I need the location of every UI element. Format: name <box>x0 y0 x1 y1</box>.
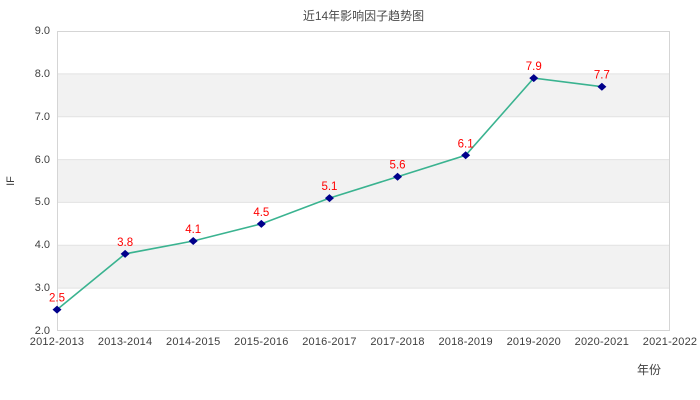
data-point-marker <box>120 249 130 258</box>
x-tick-label: 2021-2022 <box>642 336 698 348</box>
plot-band <box>57 73 670 117</box>
x-axis-title: 年份 <box>637 363 662 377</box>
y-tick-label: 5.0 <box>34 196 50 209</box>
y-tick-label: 2.0 <box>34 325 50 337</box>
data-point-label: 7.9 <box>526 61 542 73</box>
data-point-marker <box>324 194 334 203</box>
chart-title: 近14年影响因子趋势图 <box>302 9 425 23</box>
data-point-label: 6.1 <box>458 138 474 150</box>
data-point-label: 5.6 <box>390 160 406 172</box>
x-tick-label: 2016-2017 <box>302 336 357 348</box>
plot-area: 2.5 3.8 4.1 4.5 5.1 5.6 6.1 7.9 7.7 <box>49 31 670 331</box>
plot-border <box>57 31 670 331</box>
data-point-label: 7.7 <box>594 70 610 82</box>
plot-band <box>57 159 670 203</box>
data-point-marker <box>393 172 403 181</box>
data-point-label: 5.1 <box>321 181 337 193</box>
y-axis-ticks: 2.0 3.0 4.0 5.0 6.0 7.0 8.0 9.0 <box>0 0 52 400</box>
plot-svg: 2.5 3.8 4.1 4.5 5.1 5.6 6.1 7.9 7.7 <box>49 31 670 331</box>
data-point-marker <box>188 237 198 245</box>
x-tick-label: 2020-2021 <box>574 336 630 348</box>
data-point-marker <box>461 151 471 160</box>
x-tick-label: 2013-2014 <box>97 336 153 348</box>
x-tick-label: 2015-2016 <box>234 336 289 348</box>
data-point-marker <box>529 74 539 83</box>
data-point-label: 3.8 <box>117 237 133 249</box>
x-tick-label: 2014-2015 <box>166 336 221 348</box>
x-tick-label: 2017-2018 <box>370 336 425 348</box>
y-tick-label: 4.0 <box>34 239 50 252</box>
data-point-marker <box>597 82 607 91</box>
y-tick-label: 9.0 <box>34 25 50 37</box>
x-tick-label: 2019-2020 <box>506 336 561 348</box>
data-point-label: 4.1 <box>185 224 201 236</box>
x-tick-label: 2018-2019 <box>438 336 493 348</box>
x-axis-ticks: 2012-2013 2013-2014 2014-2015 2015-2016 2016… <box>0 336 700 352</box>
data-point-label: 2.5 <box>49 293 65 305</box>
y-tick-label: 6.0 <box>34 153 50 166</box>
plot-band <box>57 245 670 289</box>
y-tick-label: 7.0 <box>34 110 50 123</box>
y-tick-label: 3.0 <box>34 282 50 295</box>
x-tick-label: 2012-2013 <box>29 336 85 348</box>
y-tick-label: 8.0 <box>34 67 50 80</box>
data-point-marker <box>256 219 266 228</box>
data-point-marker <box>52 305 62 314</box>
data-point-label: 4.5 <box>253 207 269 219</box>
